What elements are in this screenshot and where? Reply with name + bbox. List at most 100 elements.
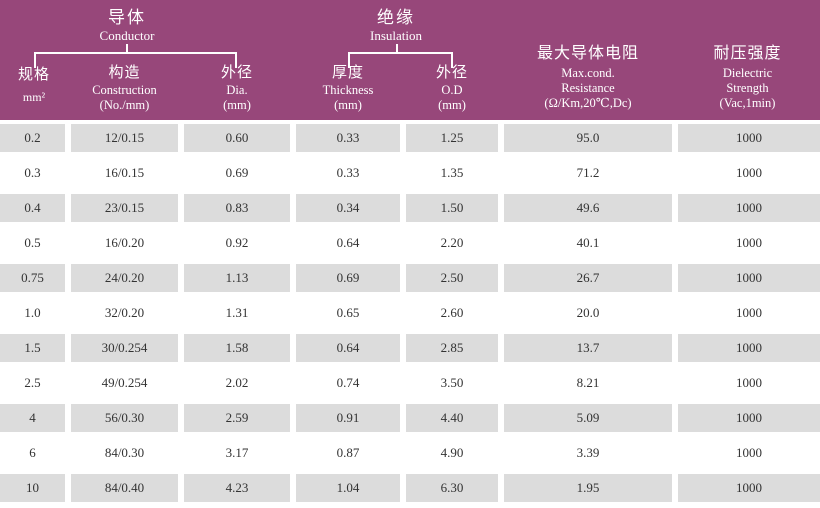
col-header-spec: 规格 mm² [0, 0, 68, 120]
cell: 3.39 [501, 435, 675, 470]
cell: 0.65 [293, 295, 403, 330]
group-insulation-zh: 绝缘 [377, 8, 415, 27]
cell: 30/0.254 [68, 330, 181, 365]
table-row: 1.0 32/0.20 1.31 0.65 2.60 20.0 1000 [0, 295, 820, 330]
col-header-dielectric-unit: (Vac,1min) [719, 96, 776, 110]
cell: 1000 [675, 295, 820, 330]
col-header-od-zh: 外径 [435, 65, 468, 81]
cell: 2.50 [403, 260, 501, 295]
cell: 1.25 [403, 120, 501, 155]
cell: 1000 [675, 155, 820, 190]
conductor-bracket [34, 52, 237, 68]
cell: 71.2 [501, 155, 675, 190]
cell: 16/0.15 [68, 155, 181, 190]
cell: 2.60 [403, 295, 501, 330]
cell: 4 [0, 400, 68, 435]
cell: 1.0 [0, 295, 68, 330]
col-header-construction-unit: (No./mm) [99, 98, 150, 112]
cell: 1.58 [181, 330, 293, 365]
cell: 10 [0, 470, 68, 505]
table-row: 6 84/0.30 3.17 0.87 4.90 3.39 1000 [0, 435, 820, 470]
table-row: 4 56/0.30 2.59 0.91 4.40 5.09 1000 [0, 400, 820, 435]
cell: 1000 [675, 470, 820, 505]
group-label-insulation: 绝缘 Insulation [370, 7, 422, 44]
cell: 49.6 [501, 190, 675, 225]
insulation-bracket [348, 52, 453, 68]
cell: 49/0.254 [68, 365, 181, 400]
cell: 0.69 [293, 260, 403, 295]
table-row: 0.75 24/0.20 1.13 0.69 2.50 26.7 1000 [0, 260, 820, 295]
cell: 0.64 [293, 225, 403, 260]
group-label-conductor: 导体 Conductor [100, 7, 155, 44]
column-headers: 规格 mm² 构造 Construction (No./mm) 外径 Dia. … [0, 0, 820, 120]
table-header: 导体 Conductor 绝缘 Insulation 规格 mm² 构造 Con… [0, 0, 820, 120]
cell: 2.5 [0, 365, 68, 400]
cell: 1000 [675, 120, 820, 155]
cell: 3.17 [181, 435, 293, 470]
cell: 2.20 [403, 225, 501, 260]
col-header-thickness-unit: (mm) [334, 98, 362, 112]
group-insulation-en: Insulation [370, 28, 422, 43]
cell: 2.59 [181, 400, 293, 435]
cell: 23/0.15 [68, 190, 181, 225]
cell: 1000 [675, 225, 820, 260]
col-header-od: 外径 O.D (mm) [403, 0, 501, 120]
table-row: 10 84/0.40 4.23 1.04 6.30 1.95 1000 [0, 470, 820, 505]
cell: 24/0.20 [68, 260, 181, 295]
cell: 6.30 [403, 470, 501, 505]
col-header-resistance-zh: 最大导体电阻 [536, 45, 639, 62]
col-header-dielectric-en2: Strength [726, 81, 769, 95]
cell: 1000 [675, 435, 820, 470]
col-header-od-unit: (mm) [438, 98, 466, 112]
cell: 95.0 [501, 120, 675, 155]
cell: 84/0.30 [68, 435, 181, 470]
cell: 13.7 [501, 330, 675, 365]
col-header-conductor-dia-unit: (mm) [223, 98, 251, 112]
cell: 26.7 [501, 260, 675, 295]
cell: 1000 [675, 400, 820, 435]
cell: 1.31 [181, 295, 293, 330]
cell: 1.35 [403, 155, 501, 190]
cell: 32/0.20 [68, 295, 181, 330]
cell: 1000 [675, 365, 820, 400]
cell: 0.33 [293, 120, 403, 155]
cell: 0.75 [0, 260, 68, 295]
cell: 0.2 [0, 120, 68, 155]
cell: 16/0.20 [68, 225, 181, 260]
cell: 6 [0, 435, 68, 470]
cell: 0.69 [181, 155, 293, 190]
cell: 2.85 [403, 330, 501, 365]
col-header-dielectric-zh: 耐压强度 [713, 45, 782, 62]
conductor-bracket-stub [126, 44, 128, 53]
col-header-resistance-en1: Max.cond. [561, 66, 615, 80]
cell: 0.87 [293, 435, 403, 470]
cell: 20.0 [501, 295, 675, 330]
cell: 12/0.15 [68, 120, 181, 155]
cell: 5.09 [501, 400, 675, 435]
cell: 1.50 [403, 190, 501, 225]
cell: 1.5 [0, 330, 68, 365]
group-conductor-zh: 导体 [107, 8, 146, 27]
group-conductor-en: Conductor [99, 28, 155, 43]
cell: 0.92 [181, 225, 293, 260]
cell: 0.64 [293, 330, 403, 365]
col-header-thickness-zh: 厚度 [331, 65, 364, 81]
col-header-construction-zh: 构造 [108, 65, 141, 81]
col-header-conductor-dia-en: Dia. [226, 83, 248, 97]
table-row: 0.2 12/0.15 0.60 0.33 1.25 95.0 1000 [0, 120, 820, 155]
col-header-od-en: O.D [441, 83, 463, 97]
cell: 0.91 [293, 400, 403, 435]
table-row: 1.5 30/0.254 1.58 0.64 2.85 13.7 1000 [0, 330, 820, 365]
cell: 1.95 [501, 470, 675, 505]
col-header-resistance-unit: (Ω/Km,20℃,Dc) [544, 96, 632, 110]
cell: 1.13 [181, 260, 293, 295]
col-header-dielectric-en1: Dielectric [722, 66, 773, 80]
table-row: 0.3 16/0.15 0.69 0.33 1.35 71.2 1000 [0, 155, 820, 190]
col-header-spec-unit: mm² [22, 90, 46, 104]
col-header-conductor-dia-zh: 外径 [220, 65, 253, 81]
cell: 0.74 [293, 365, 403, 400]
col-header-construction: 构造 Construction (No./mm) [68, 0, 181, 120]
cell: 56/0.30 [68, 400, 181, 435]
col-header-resistance: 最大导体电阻 Max.cond. Resistance (Ω/Km,20℃,Dc… [501, 0, 675, 120]
